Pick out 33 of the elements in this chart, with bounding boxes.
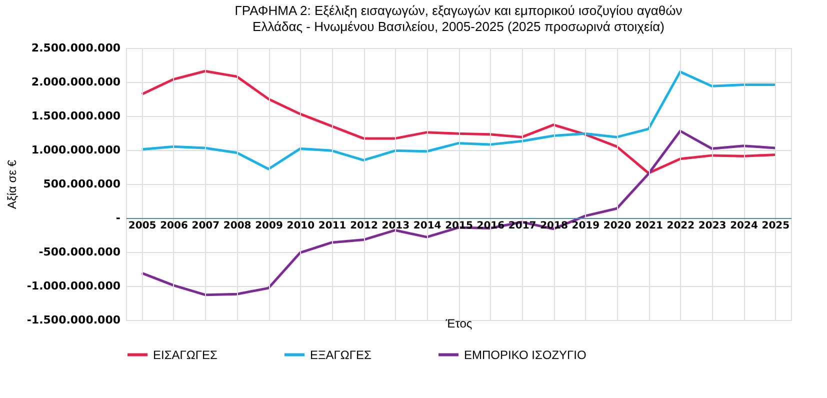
chart-title: ΓΡΑΦΗΜΑ 2: Εξέλιξη εισαγωγών, εξαγωγών και εμπορικού ισοζυγίου αγαθών <box>234 3 682 18</box>
y-tick-label: 500.000.000 <box>43 178 121 190</box>
y-tick-label: -1.000.000.000 <box>26 280 121 292</box>
x-tick-label: 2006 <box>160 220 188 232</box>
x-tick-label: 2007 <box>192 220 220 232</box>
chart-subtitle: Ελλάδας - Ηνωμένου Βασιλείου, 2005-2025 (2025 προσωρινά στοιχεία) <box>252 19 664 34</box>
x-tick-label: 2010 <box>286 220 315 232</box>
y-tick-label: -1.500.000.000 <box>26 314 121 326</box>
x-tick-label: 2021 <box>635 220 663 232</box>
x-tick-label: 2019 <box>572 220 600 232</box>
y-tick-label: - <box>116 212 120 224</box>
y-tick-label: 2.500.000.000 <box>31 42 121 54</box>
y-tick-label: 1.000.000.000 <box>31 144 121 156</box>
x-tick-label: 2024 <box>730 220 758 232</box>
x-tick-label: 2020 <box>603 220 632 232</box>
legend-label: ΕΙΣΑΓΩΓΕΣ <box>153 348 218 362</box>
y-axis-title: Αξία σε € <box>4 160 19 210</box>
x-tick-label: 2023 <box>698 220 726 232</box>
x-tick-label: 2013 <box>382 220 410 232</box>
x-tick-label: 2008 <box>223 220 252 232</box>
x-tick-label: 2012 <box>350 220 378 232</box>
x-tick-label: 2022 <box>666 220 695 232</box>
legend-label: ΕΜΠΟΡΙΚΟ ΙΣΟΖΥΓΙΟ <box>464 348 586 362</box>
x-tick-label: 2009 <box>255 220 283 232</box>
x-tick-label: 2025 <box>762 220 790 232</box>
y-tick-label: -500.000.000 <box>38 246 121 258</box>
x-tick-label: 2011 <box>318 220 346 232</box>
y-tick-label: 1.500.000.000 <box>31 110 121 122</box>
x-tick-label: 2014 <box>413 220 442 232</box>
y-tick-label: 2.000.000.000 <box>31 76 121 88</box>
x-tick-label: 2005 <box>128 220 156 232</box>
legend-label: ΕΞΑΓΩΓΕΣ <box>310 348 372 362</box>
x-axis-title: Έτος <box>444 316 472 330</box>
